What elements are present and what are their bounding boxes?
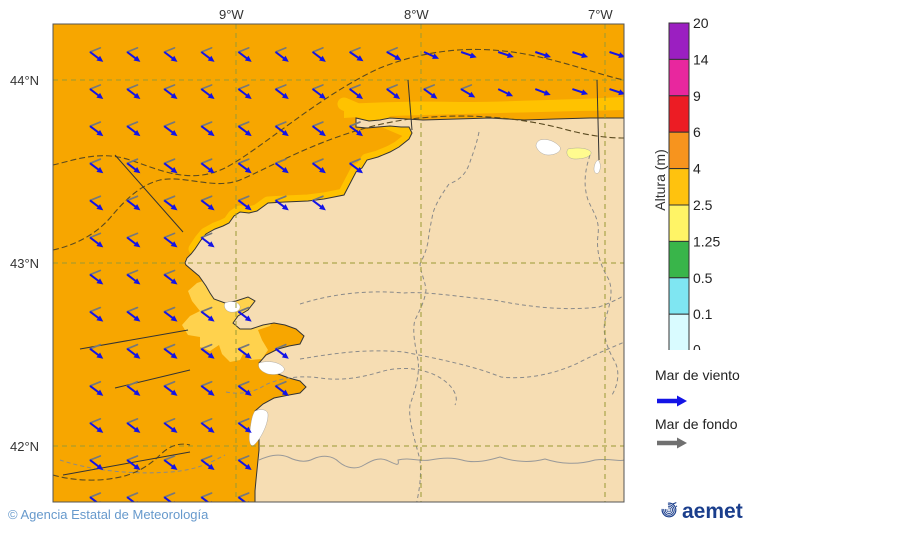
svg-text:20: 20 bbox=[693, 15, 709, 31]
svg-text:9: 9 bbox=[693, 88, 701, 104]
svg-text:2.5: 2.5 bbox=[693, 197, 713, 213]
svg-text:0.1: 0.1 bbox=[693, 306, 713, 322]
svg-text:0: 0 bbox=[693, 342, 701, 350]
svg-text:4: 4 bbox=[693, 161, 701, 177]
svg-text:Altura (m): Altura (m) bbox=[655, 149, 668, 210]
svg-text:0.5: 0.5 bbox=[693, 270, 713, 286]
svg-text:aemet: aemet bbox=[682, 500, 743, 523]
svg-text:1.25: 1.25 bbox=[693, 233, 720, 249]
svg-text:14: 14 bbox=[693, 51, 709, 67]
svg-text:6: 6 bbox=[693, 124, 701, 140]
